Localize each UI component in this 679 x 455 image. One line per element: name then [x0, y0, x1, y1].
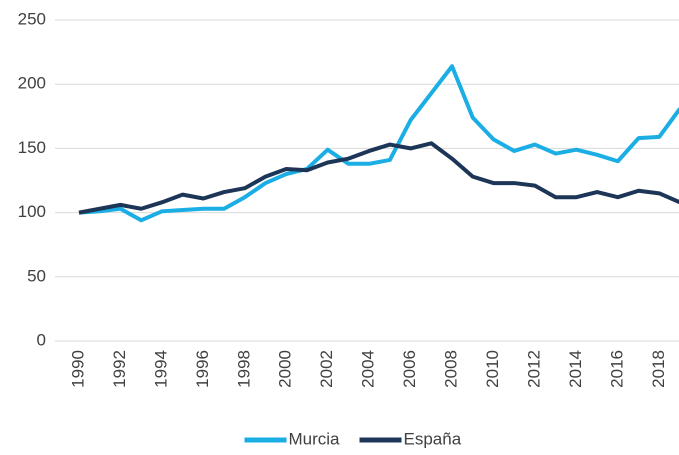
- legend-label: España: [404, 429, 462, 448]
- x-tick-label: 2016: [607, 350, 626, 388]
- y-tick-label: 50: [27, 266, 46, 285]
- y-tick-label: 100: [18, 202, 46, 221]
- legend-item: España: [359, 429, 462, 448]
- line-series: [78, 64, 679, 223]
- y-tick-label: 0: [37, 330, 46, 349]
- line-series: [78, 141, 679, 215]
- x-tick-label: 2008: [442, 350, 461, 388]
- x-tick-label: 1992: [110, 350, 129, 388]
- x-tick-label: 2004: [359, 350, 378, 388]
- legend-item: Murcia: [244, 429, 341, 448]
- y-tick-label: 150: [18, 138, 46, 157]
- x-tick-label: 2018: [649, 350, 668, 388]
- x-tick-label: 1996: [193, 350, 212, 388]
- x-tick-label: 2002: [317, 350, 336, 388]
- x-tick-label: 2006: [400, 350, 419, 388]
- x-tick-label: 2010: [483, 350, 502, 388]
- y-tick-label: 250: [18, 9, 46, 28]
- legend-label: Murcia: [289, 429, 341, 448]
- x-tick-label: 1994: [151, 350, 170, 388]
- x-tick-label: 1990: [68, 350, 87, 388]
- x-tick-label: 2014: [566, 350, 585, 388]
- x-tick-label: 2012: [524, 350, 543, 388]
- y-tick-label: 200: [18, 74, 46, 93]
- x-tick-label: 1998: [234, 350, 253, 388]
- x-tick-label: 2000: [276, 350, 295, 388]
